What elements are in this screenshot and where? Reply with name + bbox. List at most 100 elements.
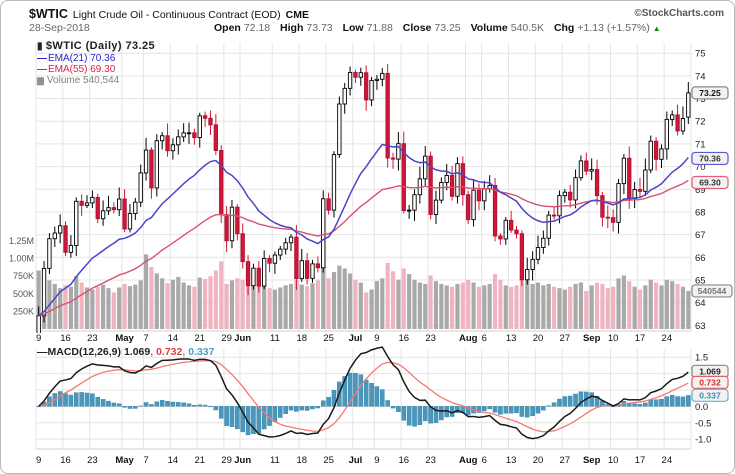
ema21-line <box>38 143 689 317</box>
volume-bar <box>557 288 562 329</box>
volume-bar <box>648 279 653 329</box>
macd-histogram-bar <box>165 401 170 407</box>
candle-body <box>278 248 283 256</box>
macd-histogram-bar <box>240 406 245 433</box>
candle-body <box>605 216 610 219</box>
x-axis-tick-macd: 21 <box>194 455 205 466</box>
volume-bar <box>299 284 304 329</box>
price-axis-tick: 75 <box>695 49 706 60</box>
volume-bar <box>165 283 170 329</box>
candle-body <box>358 72 363 78</box>
candle-body <box>460 163 465 196</box>
candle-body <box>251 267 256 287</box>
volume-bar <box>272 289 277 329</box>
macd-red-label-box <box>691 375 729 389</box>
volume-bar <box>439 283 444 329</box>
x-axis-tick: 24 <box>662 333 673 344</box>
volume-bar <box>337 265 342 329</box>
volume-bar <box>643 285 648 329</box>
macd-histogram-bar <box>417 406 423 425</box>
volume-bar <box>428 275 433 329</box>
macd-histogram-bar <box>535 406 541 414</box>
volume-axis-tick: 500K <box>13 289 34 299</box>
candle-body <box>288 236 294 244</box>
candle-body <box>578 160 584 179</box>
candle-body <box>492 184 498 237</box>
x-axis-tick: 23 <box>87 333 98 344</box>
x-axis-tick-macd: 23 <box>87 455 98 466</box>
candle-body <box>213 124 219 151</box>
x-axis-tick: 9 <box>36 333 41 344</box>
volume-bar <box>219 261 224 329</box>
chg-value: +1.13 (+1.57%) <box>577 22 650 34</box>
chg-label: Chg <box>553 22 575 34</box>
volume-bar <box>568 286 573 329</box>
volume-bar <box>63 285 68 329</box>
volume-bar <box>358 282 363 329</box>
price-axis-tick: 68 <box>695 207 706 218</box>
volume-bar <box>594 282 600 329</box>
candle-body <box>68 245 74 253</box>
candle-body <box>390 157 396 160</box>
up-triangle-icon: ▲ <box>652 24 661 33</box>
volume-bar <box>197 277 202 329</box>
macd-histogram-bar <box>315 406 321 409</box>
candle-body <box>428 155 433 215</box>
candle-body <box>63 225 68 253</box>
volume-bar <box>326 278 331 329</box>
macd-histogram-bar <box>63 393 68 407</box>
volume-bar <box>584 290 589 329</box>
volume-bar <box>331 271 337 329</box>
volume-bar <box>321 260 326 329</box>
volume-bar <box>90 289 95 329</box>
macd-histogram-bar <box>385 400 390 407</box>
x-axis-tick: 9 <box>374 333 379 344</box>
candle-body <box>594 169 600 197</box>
volume-bar <box>396 279 401 329</box>
candle-body <box>653 140 659 160</box>
volume-bar <box>267 288 272 329</box>
x-axis-tick: 21 <box>194 333 205 344</box>
last-blue-label-text: 70.36 <box>699 154 721 164</box>
macd-axis-tick: 0.0 <box>695 402 708 413</box>
volume-bar <box>621 275 626 329</box>
volume-bar <box>600 283 605 329</box>
candle-body <box>551 214 557 217</box>
candle-body <box>584 160 589 172</box>
macd-histogram-bar <box>675 396 680 407</box>
volume-bar <box>530 283 535 329</box>
candle-body <box>439 182 444 201</box>
price-axis-tick: 65 <box>695 275 706 286</box>
volume-bar <box>616 278 621 329</box>
volume-bar <box>208 276 213 329</box>
legend-volume-text: Volume 540,544 <box>46 75 120 86</box>
volume-bar <box>433 281 439 329</box>
candle-body <box>106 207 111 212</box>
volume-bar <box>305 286 310 329</box>
macd-histogram-bar <box>347 372 353 407</box>
macd-gray-label-text: 1.069 <box>699 367 721 377</box>
volume-bar <box>664 279 669 329</box>
candle-body <box>380 72 385 80</box>
volume-bar <box>117 287 122 329</box>
macd-histogram-bar <box>143 402 149 407</box>
candle-body <box>326 198 331 211</box>
macd-histogram-bar <box>122 406 127 408</box>
volume-bar <box>58 288 63 329</box>
candle-body <box>262 257 267 287</box>
price-axis-tick: 70 <box>695 162 706 173</box>
macd-histogram-bar <box>439 406 444 421</box>
last-red-label-text: 69.30 <box>699 178 721 188</box>
x-axis-tick: 29 <box>221 333 232 344</box>
macd-histogram-bar <box>202 404 208 407</box>
macd-histogram-bar <box>643 402 648 407</box>
last-blue-label-box <box>691 151 729 166</box>
macd-histogram-bar <box>181 402 186 407</box>
candle-body <box>272 254 278 264</box>
candle-body <box>117 198 122 211</box>
x-axis-tick: 14 <box>168 333 179 344</box>
macd-histogram-bar <box>73 392 79 407</box>
candle-body <box>508 219 514 231</box>
macd-histogram-bar <box>288 406 294 411</box>
macd-histogram-bar <box>310 406 315 410</box>
